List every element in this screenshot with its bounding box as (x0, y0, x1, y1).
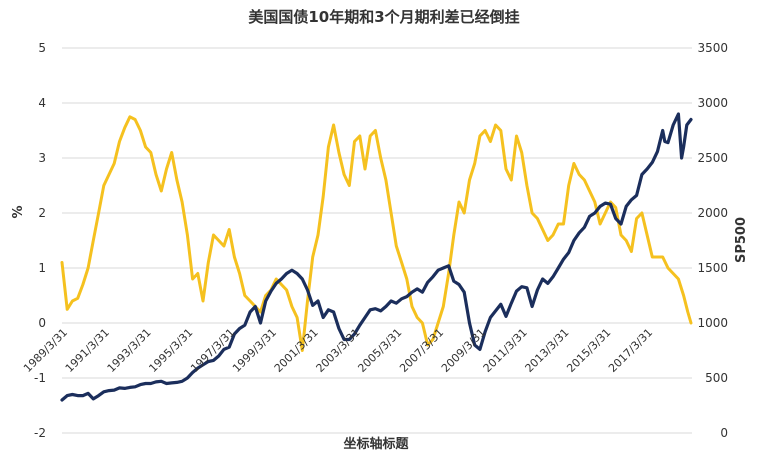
y-left-tick-label: 3 (38, 151, 46, 165)
y-left-tick-label: 2 (38, 206, 46, 220)
x-axis-title: 坐标轴标题 (343, 436, 409, 452)
series-lines (60, 112, 693, 402)
y-left-tick-label: -2 (34, 426, 46, 440)
series-line-right-axis (60, 112, 693, 402)
y-axis-right-ticks: 0 500 1000 1500 2000 2500 3000 3500 (697, 41, 728, 440)
y-axis-left-ticks: -2 -1 0 1 2 3 4 5 (34, 41, 46, 440)
y-right-tick-label: 1000 (697, 316, 728, 330)
gridlines (62, 47, 692, 434)
y-left-tick-label: -1 (34, 371, 46, 385)
y-right-tick-label: 500 (705, 371, 728, 385)
y-axis-right-title: SP500 (734, 217, 749, 263)
y-right-tick-label: 2000 (697, 206, 728, 220)
series-line-left-axis (60, 115, 693, 352)
y-right-tick-label: 1500 (697, 261, 728, 275)
y-left-tick-label: 4 (38, 96, 46, 110)
y-right-tick-label: 3500 (697, 41, 728, 55)
y-left-tick-label: 5 (38, 41, 46, 55)
y-left-tick-label: 0 (38, 316, 46, 330)
chart-title: 美国国债10年期和3个月期利差已经倒挂 (248, 8, 519, 26)
y-right-tick-label: 0 (720, 426, 728, 440)
y-right-tick-label: 2500 (697, 151, 728, 165)
y-axis-left-title: % (11, 205, 26, 218)
y-right-tick-label: 3000 (697, 96, 728, 110)
y-left-tick-label: 1 (38, 261, 46, 275)
